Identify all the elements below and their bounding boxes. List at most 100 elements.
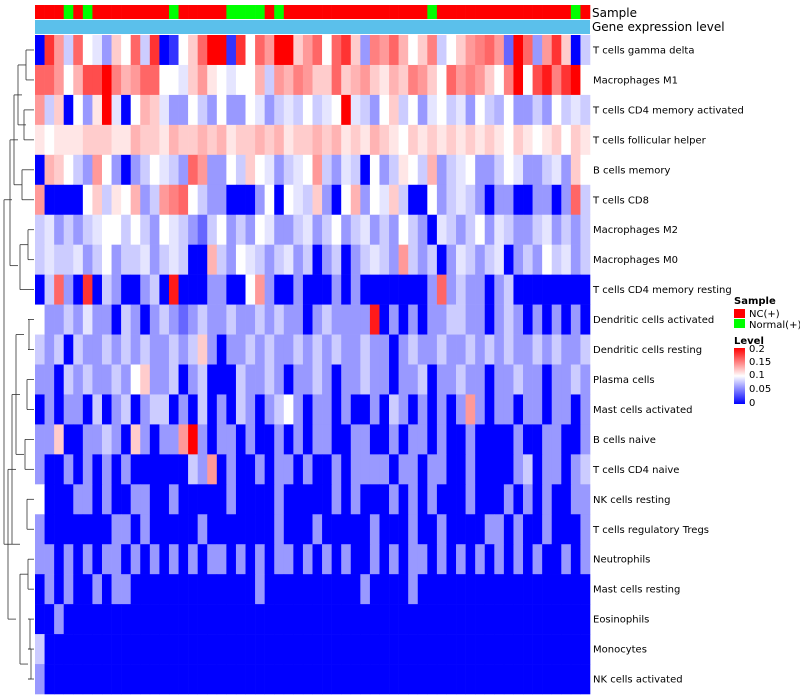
heatmap-cell xyxy=(197,94,208,126)
heatmap-cell xyxy=(216,274,227,305)
heatmap-cell xyxy=(369,184,380,216)
heatmap-cell xyxy=(207,454,218,485)
heatmap-cell xyxy=(542,64,553,96)
heatmap-cell xyxy=(178,304,189,335)
heatmap-cell xyxy=(245,184,256,216)
heatmap-cell xyxy=(274,94,285,126)
heatmap-cell xyxy=(235,544,246,575)
heatmap-cell xyxy=(101,304,112,335)
heatmap-cell xyxy=(35,484,45,515)
heatmap-cell xyxy=(274,484,285,515)
heatmap-cell xyxy=(398,154,409,186)
heatmap-cell xyxy=(264,364,275,395)
heatmap-cell xyxy=(216,334,227,365)
heatmap-cell xyxy=(54,604,65,635)
heatmap-cell xyxy=(283,544,294,575)
heatmap-cell xyxy=(140,64,151,96)
heatmap-cell xyxy=(302,214,313,245)
heatmap-cell xyxy=(235,304,246,335)
heatmap-cell xyxy=(494,274,505,305)
legend-level-title: Level xyxy=(734,336,764,347)
heatmap-cell xyxy=(369,664,380,695)
heatmap-cell xyxy=(580,154,591,186)
heatmap-cell xyxy=(140,664,151,695)
heatmap-cell xyxy=(245,634,256,665)
heatmap-cell xyxy=(44,574,55,605)
heatmap-cell xyxy=(436,154,447,186)
heatmap-cell xyxy=(226,124,237,156)
heatmap-cell xyxy=(503,184,514,216)
heatmap-cell xyxy=(322,274,332,305)
heatmap-cell xyxy=(551,454,562,485)
heatmap-cell xyxy=(494,214,505,245)
heatmap-cell xyxy=(312,604,323,635)
heatmap-cell xyxy=(484,244,495,275)
heatmap-cell xyxy=(82,454,93,485)
heatmap-cell xyxy=(178,124,189,156)
heatmap-cell xyxy=(580,334,591,365)
heatmap-cell xyxy=(82,664,93,695)
heatmap-cell xyxy=(379,64,390,96)
heatmap-cell xyxy=(446,364,457,395)
heatmap-cell xyxy=(274,184,285,216)
heatmap-cell xyxy=(503,304,514,335)
heatmap-cell xyxy=(235,634,246,665)
heatmap-cell xyxy=(44,274,55,305)
heatmap-cell xyxy=(302,514,313,545)
heatmap-cell xyxy=(551,154,562,186)
heatmap-cell xyxy=(197,64,208,96)
heatmap-cell xyxy=(35,64,45,96)
heatmap-cell xyxy=(379,244,390,275)
heatmap-cell xyxy=(140,454,151,485)
heatmap-cells xyxy=(35,35,591,695)
heatmap-cell xyxy=(389,274,399,305)
heatmap-cell xyxy=(408,35,419,66)
heatmap-cell xyxy=(398,634,409,665)
heatmap-cell xyxy=(197,334,208,365)
heatmap-cell xyxy=(92,184,103,216)
heatmap-cell xyxy=(73,634,84,665)
heatmap-cell xyxy=(73,124,84,156)
heatmap-cell xyxy=(513,394,524,425)
heatmap-cell xyxy=(44,664,55,695)
heatmap-cell xyxy=(264,94,275,126)
heatmap-cell xyxy=(350,634,361,665)
heatmap-cell xyxy=(494,484,505,515)
heatmap-cell xyxy=(264,64,275,96)
heatmap-cell xyxy=(570,424,581,455)
heatmap-cell xyxy=(255,304,265,335)
heatmap-cell xyxy=(369,454,380,485)
heatmap-cell xyxy=(312,244,323,275)
heatmap-cell xyxy=(207,514,218,545)
heatmap-cell xyxy=(436,514,447,545)
heatmap-cell xyxy=(101,244,112,275)
heatmap-cell xyxy=(341,64,352,96)
heatmap-cell xyxy=(140,94,151,126)
heatmap-cell xyxy=(255,64,265,96)
heatmap-cell xyxy=(484,634,495,665)
heatmap-cell xyxy=(245,664,256,695)
heatmap-cell xyxy=(475,244,486,275)
heatmap-cell xyxy=(82,244,93,275)
heatmap-cell xyxy=(503,514,514,545)
sample-annotation-cell xyxy=(513,5,524,19)
heatmap-cell xyxy=(245,394,256,425)
heatmap-cell xyxy=(523,64,533,96)
heatmap-cell xyxy=(503,274,514,305)
heatmap-cell xyxy=(226,214,237,245)
heatmap-cell xyxy=(73,154,84,186)
heatmap-cell xyxy=(446,214,457,245)
legend-level-tick-0: 0.2 xyxy=(749,344,765,355)
heatmap-cell xyxy=(312,64,323,96)
heatmap-cell xyxy=(245,514,256,545)
heatmap-cell xyxy=(551,514,562,545)
heatmap-cell xyxy=(408,334,419,365)
heatmap-cell xyxy=(92,544,103,575)
heatmap-cell xyxy=(44,94,55,126)
heatmap-cell xyxy=(73,484,84,515)
heatmap-cell xyxy=(417,154,428,186)
heatmap-cell xyxy=(302,574,313,605)
heatmap-cell xyxy=(302,544,313,575)
heatmap-cell xyxy=(302,424,313,455)
heatmap-cell xyxy=(570,214,581,245)
